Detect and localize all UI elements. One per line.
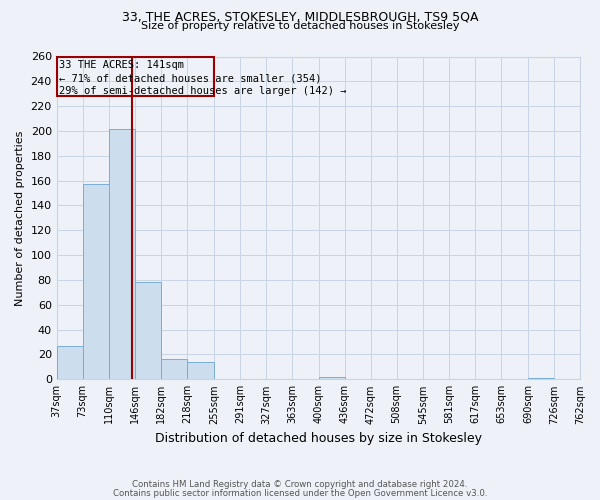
Bar bbox=[136, 282, 161, 380]
Bar bbox=[83, 184, 109, 380]
Bar bbox=[56, 346, 83, 380]
Text: Size of property relative to detached houses in Stokesley: Size of property relative to detached ho… bbox=[141, 21, 459, 31]
Bar bbox=[161, 360, 187, 380]
Bar bbox=[56, 56, 214, 96]
Text: 33, THE ACRES, STOKESLEY, MIDDLESBROUGH, TS9 5QA: 33, THE ACRES, STOKESLEY, MIDDLESBROUGH,… bbox=[122, 11, 478, 24]
Text: 33 THE ACRES: 141sqm: 33 THE ACRES: 141sqm bbox=[59, 60, 184, 70]
Text: 29% of semi-detached houses are larger (142) →: 29% of semi-detached houses are larger (… bbox=[59, 86, 346, 97]
Text: Contains HM Land Registry data © Crown copyright and database right 2024.: Contains HM Land Registry data © Crown c… bbox=[132, 480, 468, 489]
Bar bbox=[319, 377, 344, 380]
Bar bbox=[109, 128, 136, 380]
Bar bbox=[187, 362, 214, 380]
Bar bbox=[580, 377, 600, 380]
Text: ← 71% of detached houses are smaller (354): ← 71% of detached houses are smaller (35… bbox=[59, 74, 322, 84]
Bar bbox=[528, 378, 554, 380]
X-axis label: Distribution of detached houses by size in Stokesley: Distribution of detached houses by size … bbox=[155, 432, 482, 445]
Text: Contains public sector information licensed under the Open Government Licence v3: Contains public sector information licen… bbox=[113, 488, 487, 498]
Y-axis label: Number of detached properties: Number of detached properties bbox=[15, 130, 25, 306]
